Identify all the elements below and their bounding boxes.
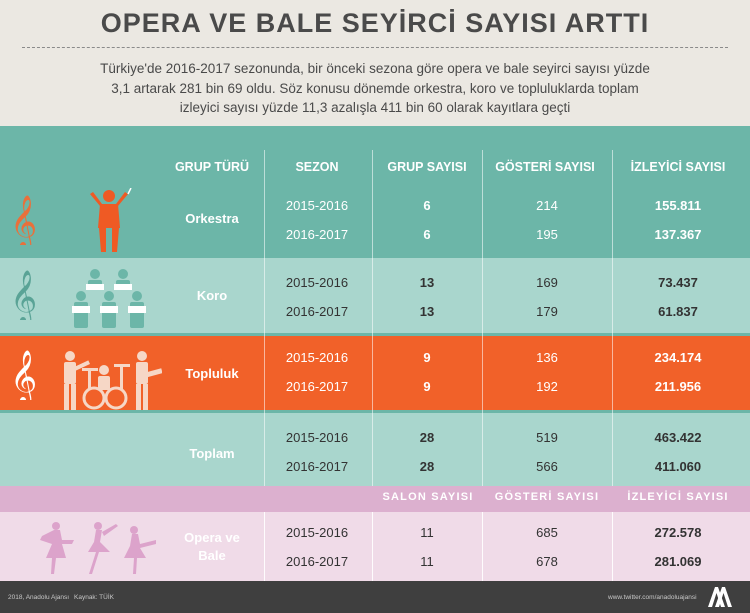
cell-sezon: 2015-2016 (285, 525, 349, 540)
cell-grup-sayisi: 13 (419, 275, 435, 290)
cell-izleyici-sayisi: 272.578 (654, 525, 702, 540)
group-name-topluluk: Topluluk (185, 366, 239, 381)
title-divider (22, 47, 728, 48)
cell-izleyici-sayisi: 234.174 (654, 350, 702, 365)
cell-gosteri-sayisi: 195 (536, 227, 558, 242)
col-header-grup-turu: GRUP TÜRÜ (174, 160, 250, 174)
cell-izleyici-sayisi: 137.367 (654, 227, 702, 242)
cell-grup-sayisi: 28 (419, 459, 435, 474)
group-name-opera-line2: Bale (198, 548, 226, 563)
toplam-band (0, 413, 750, 486)
svg-text:𝄞: 𝄞 (10, 269, 36, 320)
cell-gosteri-sayisi: 136 (536, 350, 558, 365)
col-header-gosteri-sayisi: GÖSTERİ SAYISI (495, 160, 595, 174)
anadolu-ajansi-logo-icon: AA (708, 587, 732, 607)
footer-bar (0, 581, 750, 613)
cell-grup-sayisi: 6 (423, 198, 431, 213)
cell-sezon: 2016-2017 (285, 304, 349, 319)
choir-icon (72, 269, 146, 328)
cell-izleyici-sayisi: 411.060 (654, 459, 702, 474)
cell-sezon: 2016-2017 (285, 379, 349, 394)
cell-gosteri-sayisi: 519 (536, 430, 558, 445)
treble-clef-icon: 𝄞 (10, 194, 36, 245)
cell-gosteri-sayisi: 685 (536, 525, 558, 540)
column-divider (482, 512, 483, 581)
cell-grup-sayisi: 9 (423, 379, 431, 394)
cell-gosteri-sayisi: 169 (536, 275, 558, 290)
svg-text:𝄞: 𝄞 (10, 194, 36, 245)
ballet-dancers-icon (40, 522, 156, 574)
column-divider (372, 512, 373, 581)
cell-salon-sayisi: 11 (420, 525, 434, 540)
footer-credit: 2018, Anadolu Ajansı (8, 594, 70, 601)
cell-gosteri-sayisi: 566 (536, 459, 558, 474)
group-name-orkestra: Orkestra (185, 211, 239, 226)
cell-sezon: 2015-2016 (285, 198, 349, 213)
group-name-toplam: Toplam (189, 446, 235, 461)
col-header-sezon: SEZON (295, 160, 339, 174)
cell-izleyici-sayisi: 211.956 (654, 379, 702, 394)
cell-salon-sayisi: 11 (420, 554, 434, 569)
group-name-koro: Koro (196, 288, 228, 303)
conductor-icon (90, 188, 132, 252)
treble-clef-icon: 𝄞 (10, 349, 36, 400)
column-divider (264, 150, 265, 486)
col-header-salon-sayisi: SALON SAYISI (382, 491, 474, 503)
cell-izleyici-sayisi: 73.437 (658, 275, 698, 290)
cell-sezon: 2015-2016 (285, 275, 349, 290)
cell-izleyici-sayisi: 463.422 (654, 430, 702, 445)
cell-gosteri-sayisi: 214 (536, 198, 558, 213)
cell-sezon: 2015-2016 (285, 350, 349, 365)
cell-sezon: 2015-2016 (285, 430, 349, 445)
cell-sezon: 2016-2017 (285, 459, 349, 474)
header: OPERA VE BALE SEYİRCİ SAYISI ARTTI Türki… (0, 0, 750, 126)
cell-grup-sayisi: 13 (419, 304, 435, 319)
treble-clef-icon: 𝄞 (10, 269, 36, 320)
opera-band (0, 512, 750, 581)
cell-gosteri-sayisi: 179 (536, 304, 558, 319)
column-divider (372, 150, 373, 486)
band-icon (64, 351, 162, 410)
page-title: OPERA VE BALE SEYİRCİ SAYISI ARTTI (100, 8, 650, 38)
column-divider (482, 150, 483, 486)
intro-text: Türkiye'de 2016-2017 sezonunda, bir önce… (100, 61, 650, 115)
group-name-opera-line1: Opera ve (184, 530, 240, 545)
footer-source: Kaynak: TÜİK (74, 594, 114, 601)
col-header-opera-gosteri-sayisi: GÖSTERİ SAYISI (494, 491, 600, 503)
svg-text:𝄞: 𝄞 (10, 349, 36, 400)
cell-grup-sayisi: 9 (423, 350, 431, 365)
column-divider (612, 512, 613, 581)
column-divider (264, 512, 265, 581)
cell-sezon: 2016-2017 (285, 227, 349, 242)
cell-izleyici-sayisi: 61.837 (658, 304, 698, 319)
opera-header-band (0, 486, 750, 512)
footer-twitter-link[interactable]: www.twitter.com/anadoluajansi (608, 594, 697, 601)
column-divider (612, 150, 613, 486)
cell-sezon: 2016-2017 (285, 554, 349, 569)
cell-gosteri-sayisi: 192 (536, 379, 558, 394)
cell-grup-sayisi: 6 (423, 227, 431, 242)
cell-izleyici-sayisi: 281.069 (654, 554, 702, 569)
col-header-grup-sayisi: GRUP SAYISI (387, 160, 467, 174)
cell-izleyici-sayisi: 155.811 (654, 198, 702, 213)
col-header-opera-izleyici-sayisi: İZLEYİCİ SAYISI (627, 491, 729, 503)
cell-gosteri-sayisi: 678 (536, 554, 558, 569)
cell-grup-sayisi: 28 (419, 430, 435, 445)
col-header-izleyici-sayisi: İZLEYİCİ SAYISI (630, 160, 726, 174)
